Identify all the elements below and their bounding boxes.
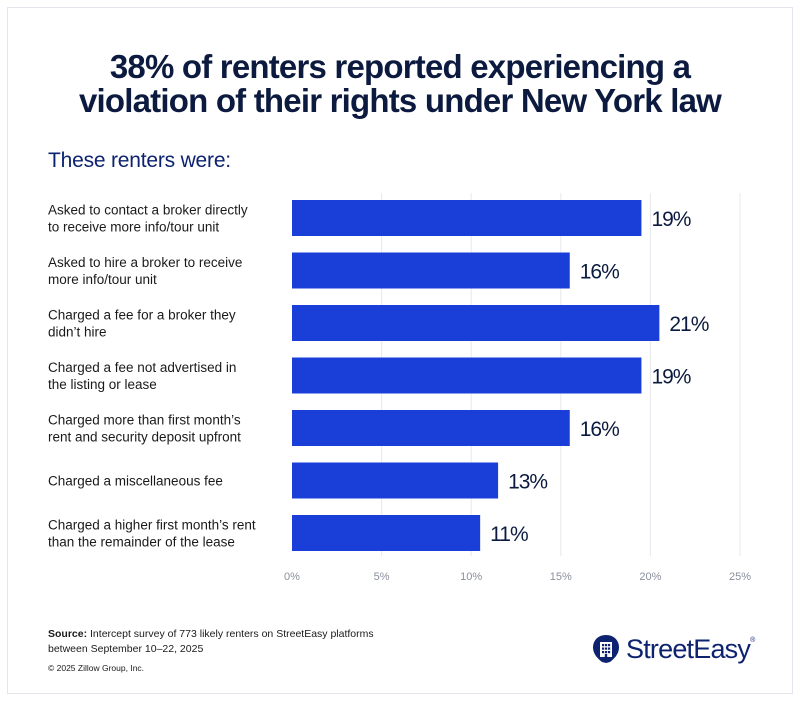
x-tick-label: 25% xyxy=(729,571,751,583)
category-label: Asked to contact a broker directly to rec… xyxy=(48,203,248,235)
x-tick-label: 15% xyxy=(550,571,572,583)
title-line-1: 38% of renters reported experiencing a xyxy=(109,48,691,85)
value-label: 13% xyxy=(508,471,547,494)
brand-name: StreetEasy xyxy=(626,633,751,664)
chart-subtitle: These renters were: xyxy=(48,149,231,172)
value-label: 16% xyxy=(580,418,619,441)
copyright: © 2025 Zillow Group, Inc. xyxy=(48,663,145,673)
bar xyxy=(292,515,481,551)
x-tick-label: 5% xyxy=(374,571,390,583)
value-label: 19% xyxy=(651,366,690,389)
streeteasy-logo: StreetEasy ® xyxy=(591,632,755,666)
chart-frame xyxy=(7,7,793,694)
source-label: Source: xyxy=(48,628,88,640)
category-label: Charged a fee not advertised in the listi… xyxy=(48,360,236,392)
category-label: Charged a higher first month’s rent than … xyxy=(48,518,256,550)
bar xyxy=(292,305,660,341)
source-text: Intercept survey of 773 likely renters o… xyxy=(48,628,374,655)
category-label: Charged a miscellaneous fee xyxy=(48,474,223,489)
building-icon xyxy=(593,635,619,663)
brand-registered-mark: ® xyxy=(750,637,756,644)
bar xyxy=(292,200,642,236)
category-label: Asked to hire a broker to receive more in… xyxy=(48,255,242,287)
x-tick-label: 10% xyxy=(460,571,482,583)
category-label: Charged a fee for a broker they didn’t hi… xyxy=(48,308,236,340)
bar xyxy=(292,410,570,446)
value-label: 19% xyxy=(651,208,690,231)
category-label: Charged more than first month’s rent and … xyxy=(48,413,241,445)
bar xyxy=(292,462,499,499)
x-tick-label: 20% xyxy=(639,571,661,583)
value-label: 21% xyxy=(669,313,708,336)
x-tick-label: 0% xyxy=(284,571,300,583)
source-note: Source: Intercept survey of 773 likely r… xyxy=(48,627,378,657)
bar xyxy=(292,252,570,289)
value-label: 11% xyxy=(490,523,528,546)
bar xyxy=(292,357,642,394)
chart-title: 38% of renters reported experiencing a v… xyxy=(0,50,800,118)
value-label: 16% xyxy=(580,261,619,284)
title-line-2: violation of their rights under New York… xyxy=(78,82,722,119)
